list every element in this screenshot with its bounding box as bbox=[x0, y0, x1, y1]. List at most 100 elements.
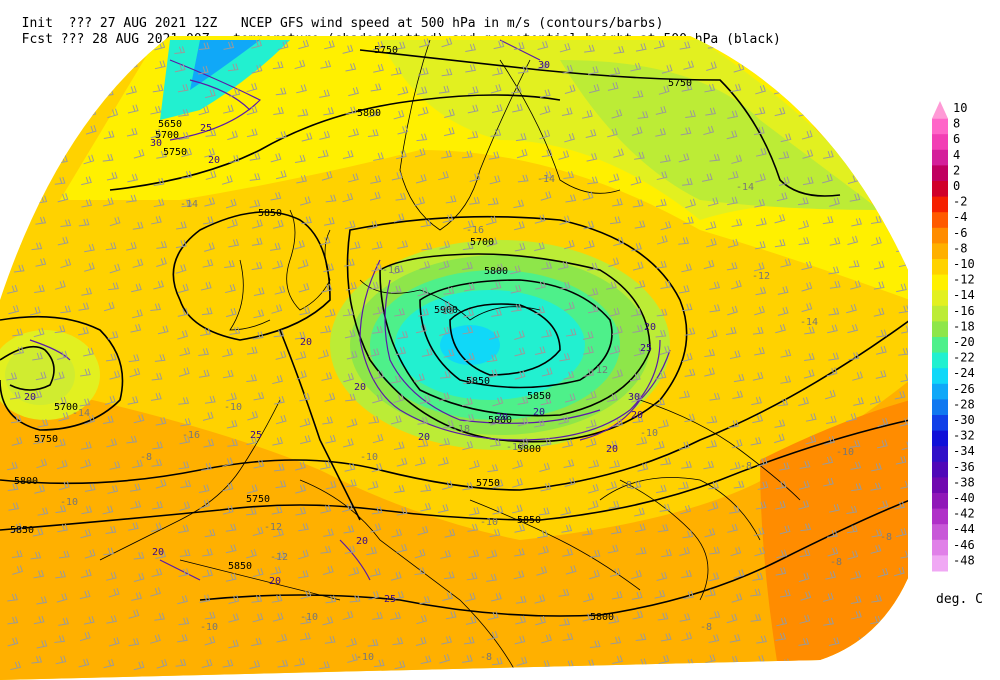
wind-barb bbox=[613, 148, 625, 158]
wind-barb bbox=[441, 150, 452, 159]
wind-barb bbox=[348, 87, 359, 97]
wind-barb bbox=[751, 396, 762, 406]
wind-barb bbox=[538, 545, 549, 555]
wind-barb bbox=[345, 62, 357, 72]
wind-barb bbox=[320, 461, 331, 470]
init-time: Init ??? 27 AUG 2021 12Z bbox=[21, 16, 218, 31]
colorbar-label: -36 bbox=[953, 460, 975, 474]
wind-barb bbox=[778, 151, 790, 160]
wind-barb bbox=[153, 198, 165, 208]
wind-barb bbox=[513, 199, 525, 209]
wind-barb bbox=[32, 527, 44, 537]
wind-barb bbox=[132, 258, 144, 268]
wind-barb bbox=[514, 347, 526, 357]
wind-barb bbox=[535, 615, 546, 626]
wind-barb bbox=[270, 242, 281, 251]
wind-barb bbox=[152, 441, 163, 450]
wind-barb bbox=[324, 217, 335, 226]
wind-barb bbox=[324, 40, 335, 50]
wind-barb bbox=[368, 348, 380, 358]
wind-barb bbox=[270, 192, 282, 201]
wind-barb bbox=[54, 325, 66, 334]
wind-barb bbox=[151, 372, 163, 381]
wind-barb bbox=[680, 505, 692, 515]
wind-barb bbox=[178, 367, 190, 377]
wind-barb bbox=[222, 348, 233, 358]
wind-barb bbox=[205, 129, 217, 137]
wind-barb bbox=[607, 81, 619, 91]
wind-barb bbox=[873, 281, 885, 290]
wind-barb bbox=[516, 148, 528, 159]
wind-barb bbox=[586, 152, 598, 162]
wind-barb bbox=[416, 86, 428, 95]
wind-barb bbox=[870, 215, 882, 224]
wind-barb bbox=[612, 418, 624, 427]
wind-barb bbox=[36, 65, 48, 76]
wind-barb bbox=[348, 566, 360, 577]
wind-barb bbox=[81, 287, 93, 296]
wind-barb bbox=[490, 281, 502, 291]
wind-barb bbox=[78, 218, 90, 227]
temperature-contour-label: -18 bbox=[436, 306, 454, 317]
wind-barb bbox=[441, 68, 453, 77]
wind-barb bbox=[632, 415, 644, 424]
wind-barb bbox=[541, 261, 553, 270]
wind-barb bbox=[489, 416, 501, 426]
wind-barb bbox=[875, 149, 887, 158]
wind-barb bbox=[609, 345, 621, 355]
wind-barb bbox=[132, 309, 143, 319]
wind-barb bbox=[850, 595, 862, 605]
wind-barb bbox=[415, 324, 427, 334]
wind-barb bbox=[701, 173, 713, 182]
wind-barb bbox=[750, 436, 762, 446]
wind-barb bbox=[873, 260, 885, 270]
wind-barb bbox=[491, 592, 502, 602]
temperature-contour-label: -10 bbox=[360, 452, 378, 463]
wind-barb bbox=[775, 567, 787, 576]
wind-barb bbox=[847, 324, 859, 334]
wind-barb bbox=[534, 214, 546, 224]
colorbar-swatch bbox=[932, 555, 948, 572]
wind-barb bbox=[632, 199, 644, 208]
wind-barb bbox=[201, 462, 212, 471]
wind-barb bbox=[12, 328, 23, 337]
wind-barb bbox=[11, 523, 23, 533]
wind-barb bbox=[491, 657, 503, 666]
wind-barb bbox=[823, 150, 834, 159]
wind-barb bbox=[204, 395, 216, 404]
wind-barb bbox=[897, 109, 908, 120]
wind-barb bbox=[79, 590, 91, 600]
wind-barb bbox=[200, 281, 212, 291]
wind-barb bbox=[344, 462, 356, 472]
wind-barb bbox=[754, 546, 766, 557]
wind-barb bbox=[777, 398, 789, 407]
wind-barb bbox=[487, 630, 499, 641]
wind-barb bbox=[297, 259, 309, 269]
wind-barb bbox=[461, 654, 473, 663]
colorbar-swatch bbox=[932, 134, 948, 151]
colorbar: 10 86 42 0 -2-4 -6-8 -10 -12-14 -16-18 -20 -22-24 -… bbox=[932, 101, 975, 572]
wind-barb bbox=[253, 459, 265, 469]
colorbar-swatch bbox=[932, 493, 948, 510]
wind-barb bbox=[202, 259, 214, 268]
wind-barb bbox=[847, 106, 859, 115]
wind-barb bbox=[632, 324, 644, 333]
wind-barb bbox=[607, 128, 618, 138]
wind-barb bbox=[875, 370, 887, 379]
height-contour-label: 5800 bbox=[484, 266, 508, 277]
wind-barb bbox=[826, 415, 837, 424]
wind-contour-label: 30 bbox=[538, 60, 550, 71]
wind-barb bbox=[492, 505, 504, 515]
colorbar-label: -18 bbox=[953, 319, 975, 333]
height-contour-label: 5850 bbox=[527, 391, 551, 402]
wind-barb bbox=[271, 594, 283, 603]
wind-barb bbox=[703, 460, 715, 470]
wind-barb bbox=[229, 326, 241, 335]
wind-barb bbox=[658, 85, 670, 95]
wind-barb bbox=[682, 178, 693, 186]
wind-barb bbox=[271, 304, 283, 314]
wind-barb bbox=[658, 654, 670, 665]
wind-barb bbox=[57, 59, 69, 69]
wind-barb bbox=[200, 327, 211, 337]
colorbar-swatch bbox=[932, 149, 948, 166]
